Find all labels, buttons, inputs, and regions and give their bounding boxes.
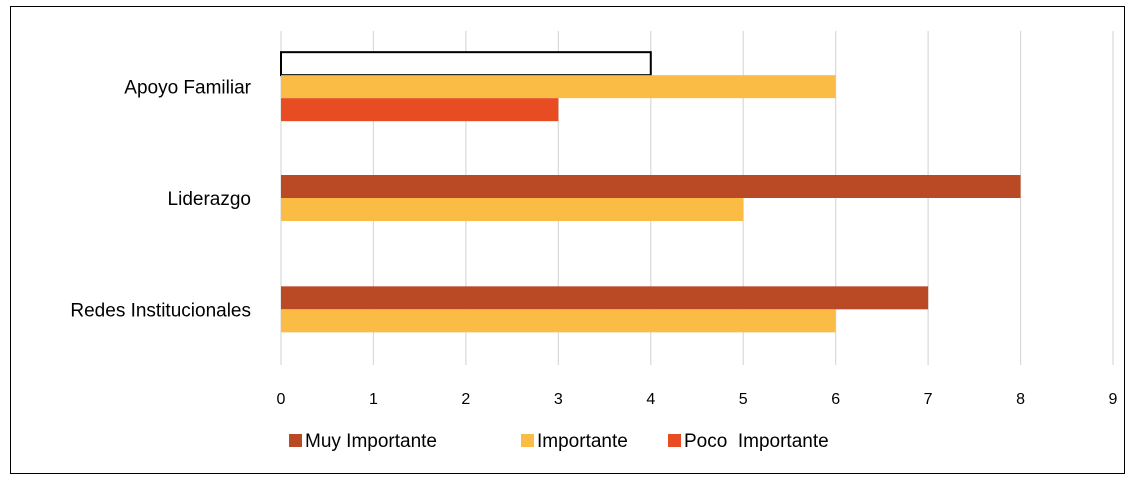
category-label: Redes Institucionales [70,300,251,321]
legend-label: Poco Importante [684,431,829,452]
x-tick-label: 8 [1016,391,1025,408]
bar [281,198,744,221]
x-tick-label: 7 [924,391,933,408]
x-tick-label: 4 [646,391,655,408]
x-tick-label: 3 [554,391,563,408]
bar [281,175,1021,198]
legend-label: Importante [537,431,628,452]
x-tick-label: 2 [461,391,470,408]
legend-swatch [289,434,302,447]
legend-swatch [521,434,534,447]
bars [280,51,1021,333]
legend: Muy Importante Importante Poco Importante [289,431,829,452]
x-tick-label: 6 [831,391,840,408]
chart-frame: Apoyo Familiar Liderazgo Redes Institucion… [10,6,1125,474]
bar [280,51,652,77]
x-tick-label: 5 [739,391,748,408]
legend-label: Muy Importante [305,431,437,452]
bar [281,286,929,310]
category-labels: Apoyo Familiar Liderazgo Redes Institucion… [70,78,251,322]
bar [281,98,559,122]
x-axis-ticks: 0 1 2 3 4 5 6 7 8 9 [277,391,1118,408]
x-tick-label: 1 [369,391,378,408]
category-label: Apoyo Familiar [124,78,251,99]
bar [281,309,836,333]
x-tick-label: 0 [277,391,286,408]
bar [281,75,836,99]
category-label: Liderazgo [168,189,251,210]
bar-chart: Apoyo Familiar Liderazgo Redes Institucion… [70,31,1118,452]
legend-swatch [668,434,681,447]
x-tick-label: 9 [1109,391,1118,408]
